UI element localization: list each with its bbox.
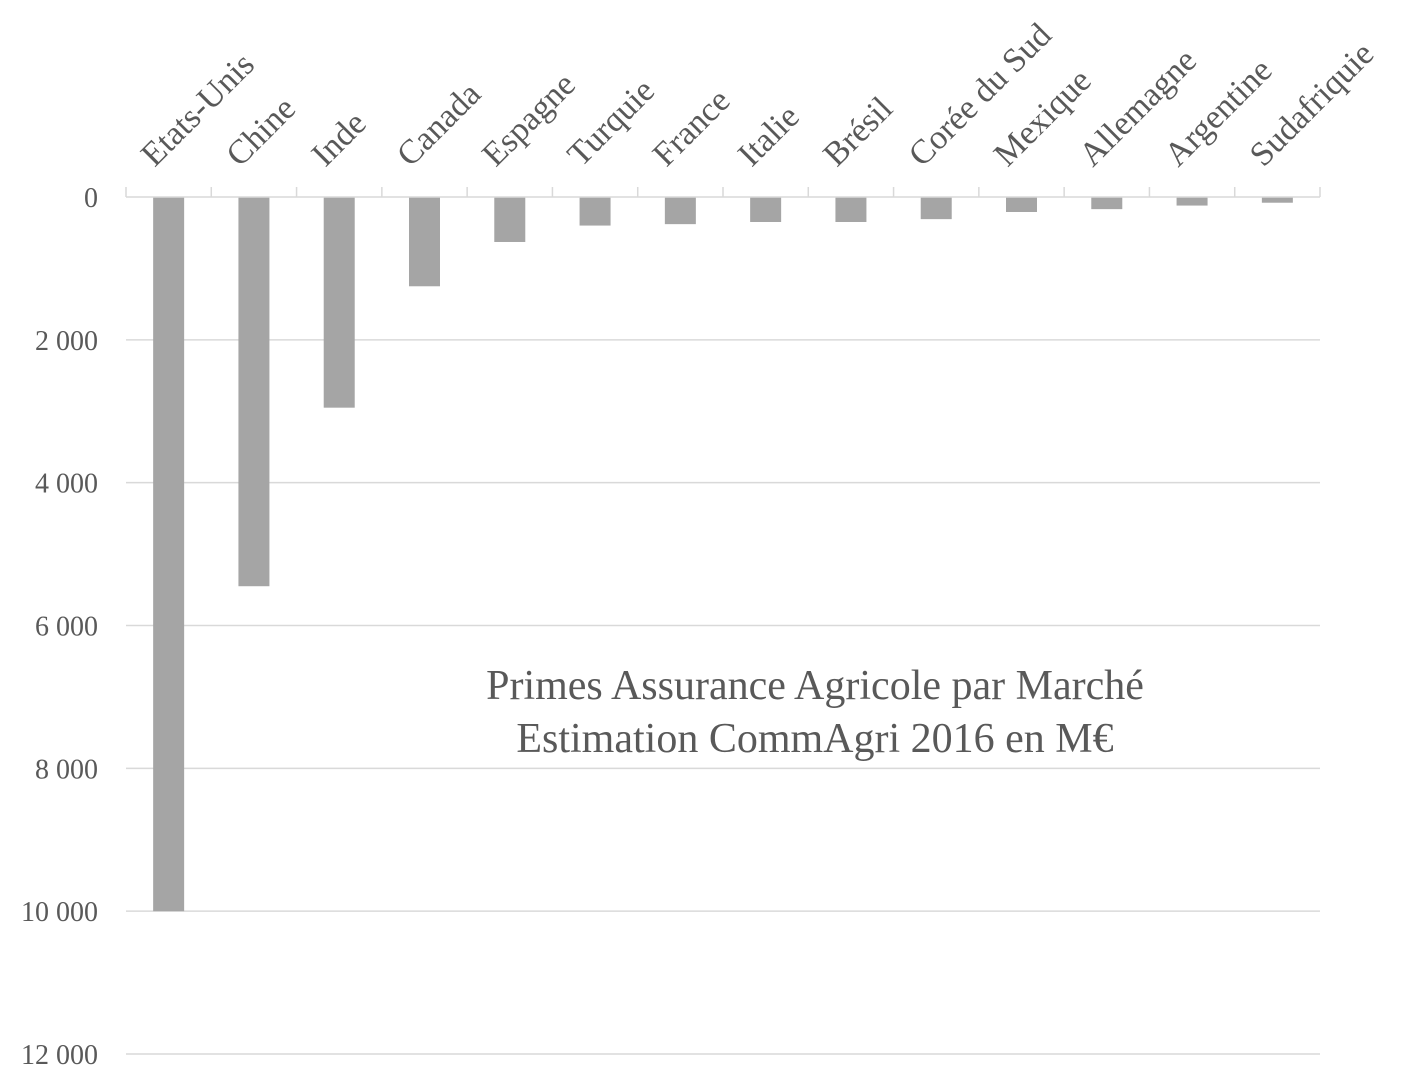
- bar-turquie: [579, 197, 611, 226]
- chart-title: Primes Assurance Agricole par Marché Est…: [486, 663, 1144, 762]
- bar-allemagne: [1091, 197, 1123, 210]
- category-label: Canada: [390, 75, 488, 173]
- bar-france: [664, 197, 696, 225]
- bar-etats-unis: [153, 197, 185, 912]
- bar-sudafriquie: [1261, 197, 1293, 203]
- bar-italie: [750, 197, 782, 222]
- bar-inde: [323, 197, 355, 408]
- bar-mexique: [1006, 197, 1037, 212]
- category-axis: [125, 187, 1321, 198]
- chart-title-line-2: Estimation CommAgri 2016 en M€: [516, 716, 1113, 762]
- y-tick-labels: 0 2 000 4 000 6 000 8 000 10 000 12 000: [21, 183, 98, 1071]
- bar-coree-du-sud: [920, 197, 952, 220]
- category-label: Chine: [219, 90, 303, 174]
- y-tick-label: 2 000: [35, 326, 98, 357]
- category-label: Sudafriquie: [1243, 35, 1381, 173]
- bar-bresil: [835, 197, 867, 222]
- y-tick-label: 4 000: [35, 469, 98, 500]
- y-tick-label: 0: [84, 183, 98, 214]
- category-label: Brésil: [816, 90, 900, 174]
- category-label: Espagne: [475, 66, 583, 174]
- bar-argentine: [1176, 197, 1208, 206]
- y-tick-label: 6 000: [35, 612, 98, 643]
- chart-title-line-1: Primes Assurance Agricole par Marché: [486, 663, 1144, 709]
- gridlines: [126, 339, 1320, 1055]
- category-label: Italie: [731, 98, 807, 174]
- bar-canada: [409, 197, 440, 287]
- y-tick-label: 12 000: [21, 1040, 98, 1071]
- bar-espagne: [494, 197, 526, 242]
- y-tick-label: 10 000: [21, 897, 98, 928]
- category-label: Inde: [305, 105, 374, 174]
- y-tick-label: 8 000: [35, 754, 98, 785]
- bar-chine: [238, 197, 270, 587]
- category-label: France: [646, 82, 738, 174]
- bars: [153, 197, 1293, 912]
